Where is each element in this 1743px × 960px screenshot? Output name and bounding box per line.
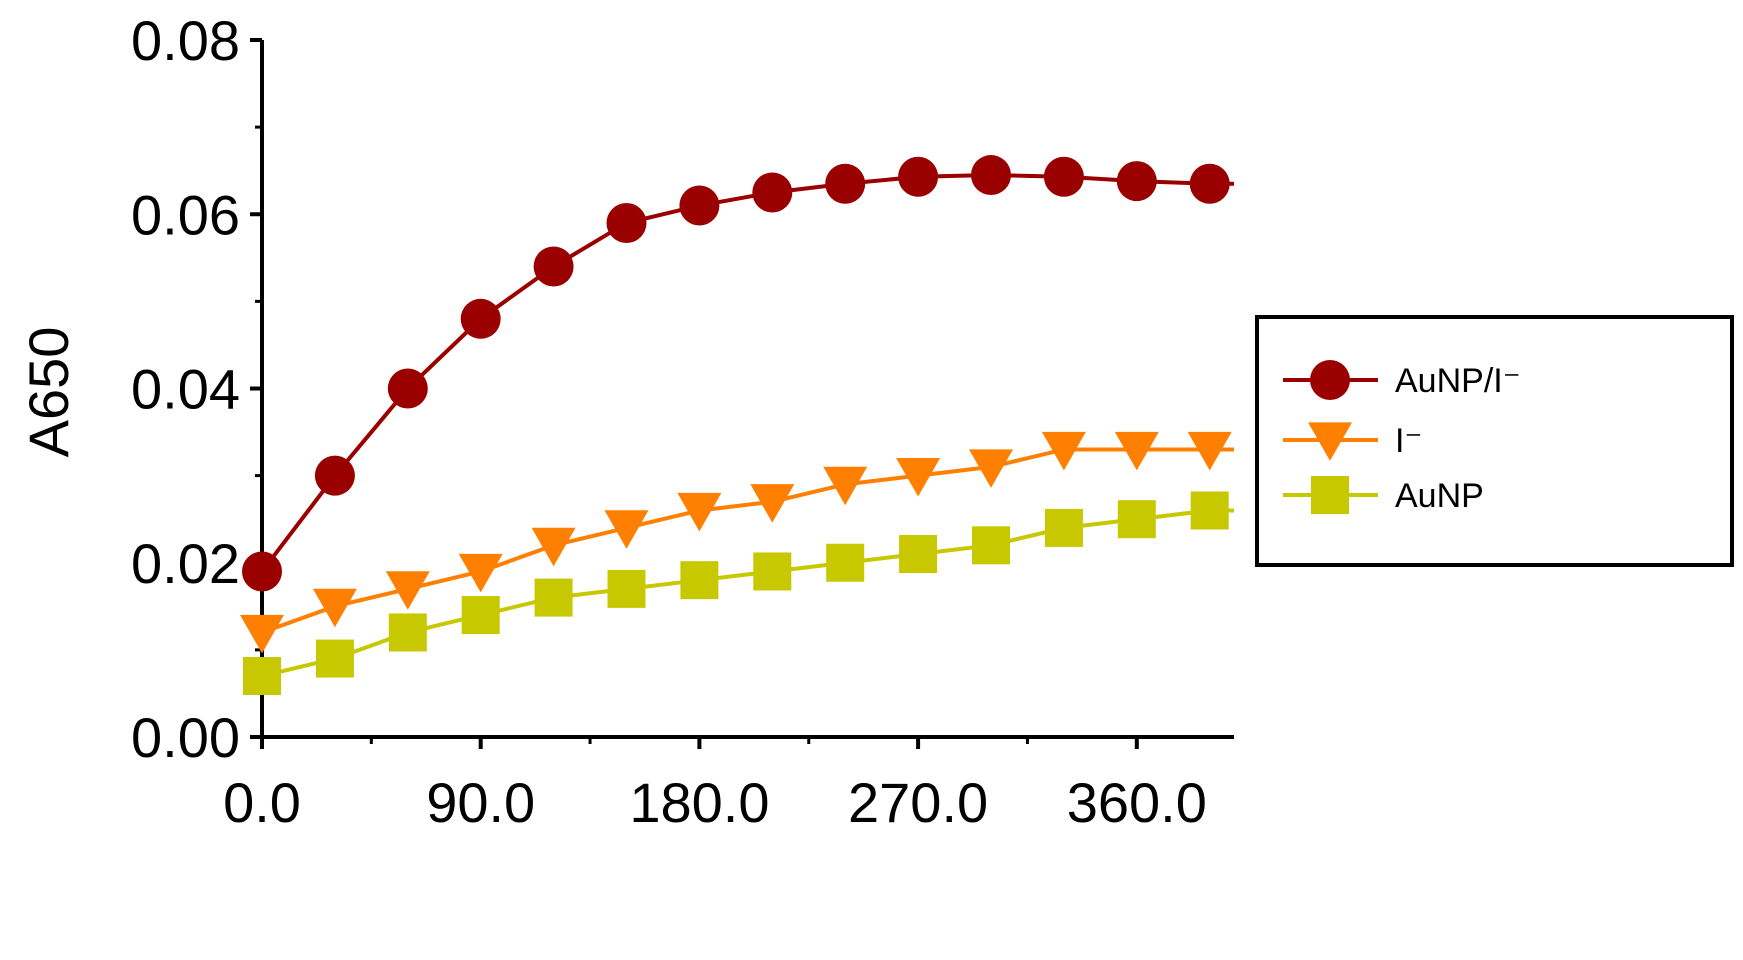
data-point <box>242 551 282 592</box>
data-point <box>312 588 357 628</box>
data-point <box>753 552 792 591</box>
data-point <box>896 458 941 497</box>
data-point <box>1041 431 1086 471</box>
data-point <box>969 449 1013 488</box>
data-point <box>1190 491 1229 530</box>
data-point <box>899 535 938 574</box>
data-point <box>825 163 866 204</box>
data-point <box>1189 163 1230 204</box>
data-point <box>1114 431 1159 471</box>
data-point <box>460 298 501 339</box>
data-point <box>531 527 576 567</box>
data-point <box>1044 508 1083 547</box>
y-tick-label: 0.04 <box>131 358 240 421</box>
legend: AuNP/I⁻ I⁻ AuNP <box>1255 315 1734 567</box>
series-layer <box>240 155 1234 696</box>
data-point <box>387 368 428 409</box>
series-1 <box>240 431 1234 654</box>
data-point <box>971 155 1011 196</box>
legend-marker <box>1311 476 1349 514</box>
y-tick-label: 0.08 <box>131 9 240 72</box>
y-tick-label: 0.02 <box>131 532 240 595</box>
data-point <box>680 561 719 600</box>
legend-marker <box>1308 422 1352 461</box>
x-tick-label: 0.0 <box>223 771 301 834</box>
y-tick-label: 0.06 <box>131 183 240 246</box>
data-point <box>677 492 722 532</box>
data-point <box>461 596 500 635</box>
legend-label: AuNP/I⁻ <box>1395 362 1521 400</box>
x-tick-label: 270.0 <box>848 771 988 834</box>
data-point <box>458 553 503 593</box>
data-point <box>750 484 795 523</box>
data-point <box>1043 156 1084 197</box>
data-point <box>823 466 868 506</box>
data-point <box>388 613 427 652</box>
y-axis-title: A650 <box>17 327 80 458</box>
data-point <box>972 526 1010 565</box>
data-point <box>826 543 865 582</box>
data-point <box>606 202 647 243</box>
data-point <box>315 639 354 678</box>
legend-marker <box>1310 360 1350 400</box>
legend-label: AuNP <box>1395 477 1484 515</box>
x-tick-label: 90.0 <box>426 771 535 834</box>
axes: 0.00 0.02 0.04 0.06 0.08 0.0 90.0 180.0 270.0 360… <box>131 9 1234 834</box>
data-point <box>607 569 646 608</box>
data-point <box>240 614 284 654</box>
data-point <box>314 455 355 496</box>
data-point <box>898 156 939 197</box>
legend-label: I⁻ <box>1395 422 1422 460</box>
data-point <box>534 578 573 617</box>
y-tick-label: 0.00 <box>131 706 240 769</box>
data-point <box>604 510 649 549</box>
data-point <box>1117 500 1156 539</box>
data-point <box>679 185 720 226</box>
x-tick-label: 360.0 <box>1067 771 1207 834</box>
data-point <box>533 246 574 287</box>
data-point <box>243 657 281 696</box>
data-point <box>385 571 430 610</box>
data-point <box>752 172 793 213</box>
data-point <box>1116 161 1157 202</box>
series-0 <box>242 155 1234 592</box>
x-tick-label: 180.0 <box>629 771 769 834</box>
series-2 <box>243 491 1234 696</box>
data-point <box>1187 431 1232 471</box>
